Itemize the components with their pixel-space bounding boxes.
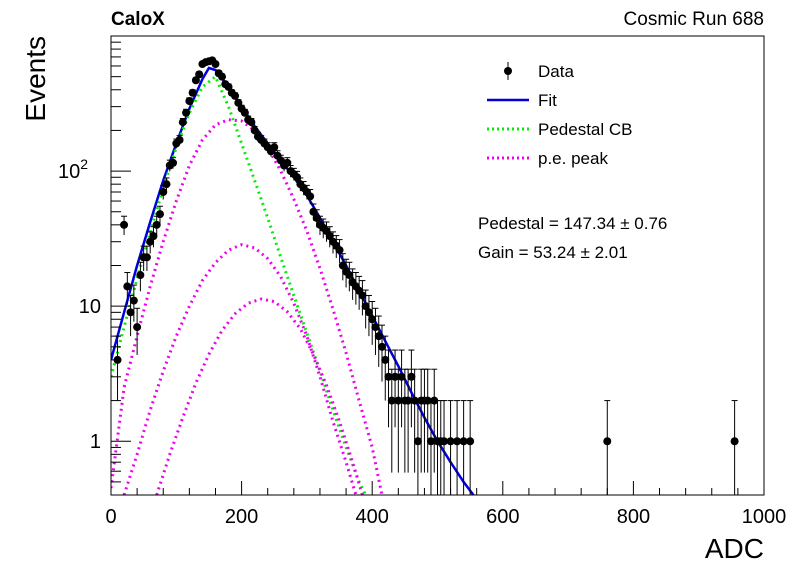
- data-point: [361, 302, 370, 311]
- data-point: [175, 135, 184, 144]
- data-point: [178, 118, 187, 127]
- data-point: [120, 220, 129, 229]
- x-tick-label: 200: [225, 506, 258, 528]
- data-point: [142, 253, 151, 262]
- data-point: [368, 315, 377, 324]
- data-point: [440, 437, 449, 446]
- data-point: [159, 188, 168, 197]
- data-point: [133, 323, 142, 332]
- pedestal-result: Pedestal = 147.34 ± 0.76: [478, 214, 667, 233]
- x-tick-label: 1000: [742, 506, 787, 528]
- data-point: [404, 396, 413, 405]
- data-point: [381, 355, 390, 364]
- data-point: [413, 437, 422, 446]
- pe-peak-curve-3: [111, 118, 384, 495]
- legend-label: Fit: [538, 91, 557, 110]
- data-point: [466, 437, 475, 446]
- data-point: [730, 437, 739, 446]
- data-point: [211, 60, 220, 69]
- data-point: [169, 158, 178, 167]
- x-tick-label: 0: [105, 506, 116, 528]
- data-point: [426, 437, 435, 446]
- data-point: [123, 282, 132, 291]
- data-point: [191, 76, 200, 85]
- y-axis-label: Events: [20, 36, 51, 122]
- data-point: [283, 158, 292, 167]
- legend-data-marker: [504, 67, 512, 75]
- data-point: [224, 82, 233, 91]
- y-tick-label: 10: [79, 296, 101, 318]
- data-point: [453, 437, 462, 446]
- data-point: [371, 323, 380, 332]
- data-point: [394, 396, 403, 405]
- data-point: [129, 296, 138, 305]
- data-point: [459, 437, 468, 446]
- y-tick-exponent: 2: [80, 156, 88, 172]
- legend: Data Fit Pedestal CB p.e. peak: [487, 62, 633, 168]
- data-point: [247, 118, 256, 127]
- data-point: [218, 72, 227, 81]
- data-point: [446, 437, 455, 446]
- data-point: [136, 271, 145, 280]
- data-point: [195, 70, 204, 79]
- data-point: [231, 91, 240, 100]
- gain-result: Gain = 53.24 ± 2.01: [478, 243, 628, 262]
- x-axis-label: ADC: [705, 533, 764, 564]
- data-point: [391, 372, 400, 381]
- legend-label: p.e. peak: [538, 149, 608, 168]
- experiment-label: CaloX: [111, 9, 165, 30]
- data-point: [410, 396, 419, 405]
- data-point: [126, 308, 135, 317]
- data-point: [423, 396, 432, 405]
- x-tick-label: 800: [617, 506, 650, 528]
- data-point: [384, 372, 393, 381]
- data-point: [270, 143, 279, 152]
- data-point: [338, 261, 347, 270]
- data-point: [358, 291, 367, 300]
- x-tick-label: 600: [486, 506, 519, 528]
- data-point: [149, 232, 158, 241]
- data-point: [188, 88, 197, 97]
- data-point: [345, 271, 354, 280]
- data-point: [162, 180, 171, 189]
- data-point: [185, 97, 194, 106]
- pe-peak-curve-5: [155, 297, 364, 495]
- data-point: [387, 396, 396, 405]
- legend-label: Data: [538, 62, 574, 81]
- data-point: [306, 192, 315, 201]
- legend-label: Pedestal CB: [538, 120, 633, 139]
- x-tick-label: 400: [356, 506, 389, 528]
- data-point: [240, 108, 249, 117]
- pedestal-cb-curve: [111, 74, 368, 495]
- data-point: [430, 396, 439, 405]
- data-point: [293, 173, 302, 182]
- data-point: [377, 342, 386, 351]
- data-point: [603, 437, 612, 446]
- pe-peak-curve-4: [122, 243, 358, 495]
- run-label: Cosmic Run 688: [624, 9, 764, 30]
- data-point: [374, 332, 383, 341]
- data-point: [407, 372, 416, 381]
- data-point: [364, 308, 373, 317]
- data-point: [152, 220, 161, 229]
- data-point: [155, 210, 164, 219]
- y-tick-label: 1: [90, 431, 101, 453]
- data-point: [182, 108, 191, 117]
- data-point: [397, 372, 406, 381]
- data-point: [335, 246, 344, 255]
